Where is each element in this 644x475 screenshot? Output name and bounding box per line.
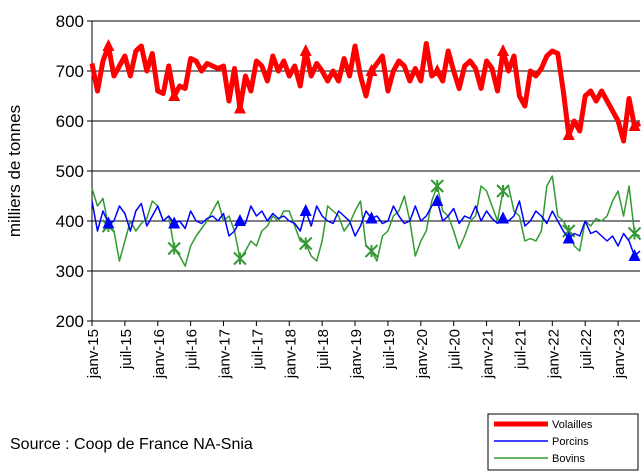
x-tick-label: janv-17 <box>217 329 234 379</box>
y-tick-label: 800 <box>56 12 84 31</box>
y-tick-label: 200 <box>56 312 84 331</box>
x-tick-label: juil-16 <box>184 329 201 370</box>
marker <box>299 204 312 216</box>
legend-label: Volailles <box>552 419 593 431</box>
x-tick-label: janv-18 <box>282 329 299 379</box>
series-line <box>91 200 641 257</box>
marker <box>364 244 379 258</box>
legend-label: Bovins <box>552 453 586 465</box>
marker <box>233 214 246 226</box>
marker <box>496 184 510 198</box>
y-tick-label: 500 <box>56 162 84 181</box>
x-tick-label: juil-21 <box>512 329 529 370</box>
y-tick-label: 400 <box>56 212 84 231</box>
marker <box>430 179 444 193</box>
x-tick-label: juil-15 <box>118 329 135 370</box>
x-tick-label: juil-17 <box>249 329 266 370</box>
y-tick-label: 300 <box>56 262 84 281</box>
x-tick-label: janv-22 <box>545 329 562 379</box>
marker <box>562 128 575 140</box>
marker <box>497 44 509 56</box>
marker <box>168 216 181 229</box>
y-tick-label: 600 <box>56 112 84 131</box>
x-tick-label: juil-19 <box>381 329 398 370</box>
marker <box>562 231 575 244</box>
marker <box>233 101 246 114</box>
x-tick-label: janv-19 <box>348 329 365 379</box>
series-line <box>89 41 642 144</box>
marker <box>431 64 444 76</box>
marker <box>102 39 115 51</box>
marker <box>168 89 181 101</box>
marker <box>431 194 444 206</box>
marker <box>299 44 312 56</box>
marker <box>627 226 642 241</box>
x-tick-label: juil-18 <box>315 329 332 370</box>
marker <box>167 241 181 256</box>
x-tick-label: janv-21 <box>480 329 497 379</box>
x-tick-label: janv-15 <box>85 329 102 379</box>
marker <box>628 119 641 131</box>
x-tick-label: juil-20 <box>447 329 464 370</box>
marker <box>299 236 313 251</box>
marker <box>365 64 378 76</box>
marker <box>365 211 378 224</box>
x-tick-label: janv-20 <box>414 329 431 379</box>
x-tick-label: juil-22 <box>578 329 595 370</box>
marker <box>102 216 115 229</box>
y-tick-label: 700 <box>56 62 84 81</box>
legend-label: Porcins <box>552 436 589 448</box>
source: Source : Coop de France NA-Snia <box>10 436 253 453</box>
x-tick-label: janv-23 <box>611 329 628 379</box>
marker <box>497 211 509 224</box>
marker <box>628 249 641 261</box>
y-axis-label: milliers de tonnes <box>5 105 24 237</box>
marker <box>233 251 247 266</box>
x-tick-label: janv-16 <box>151 329 168 379</box>
